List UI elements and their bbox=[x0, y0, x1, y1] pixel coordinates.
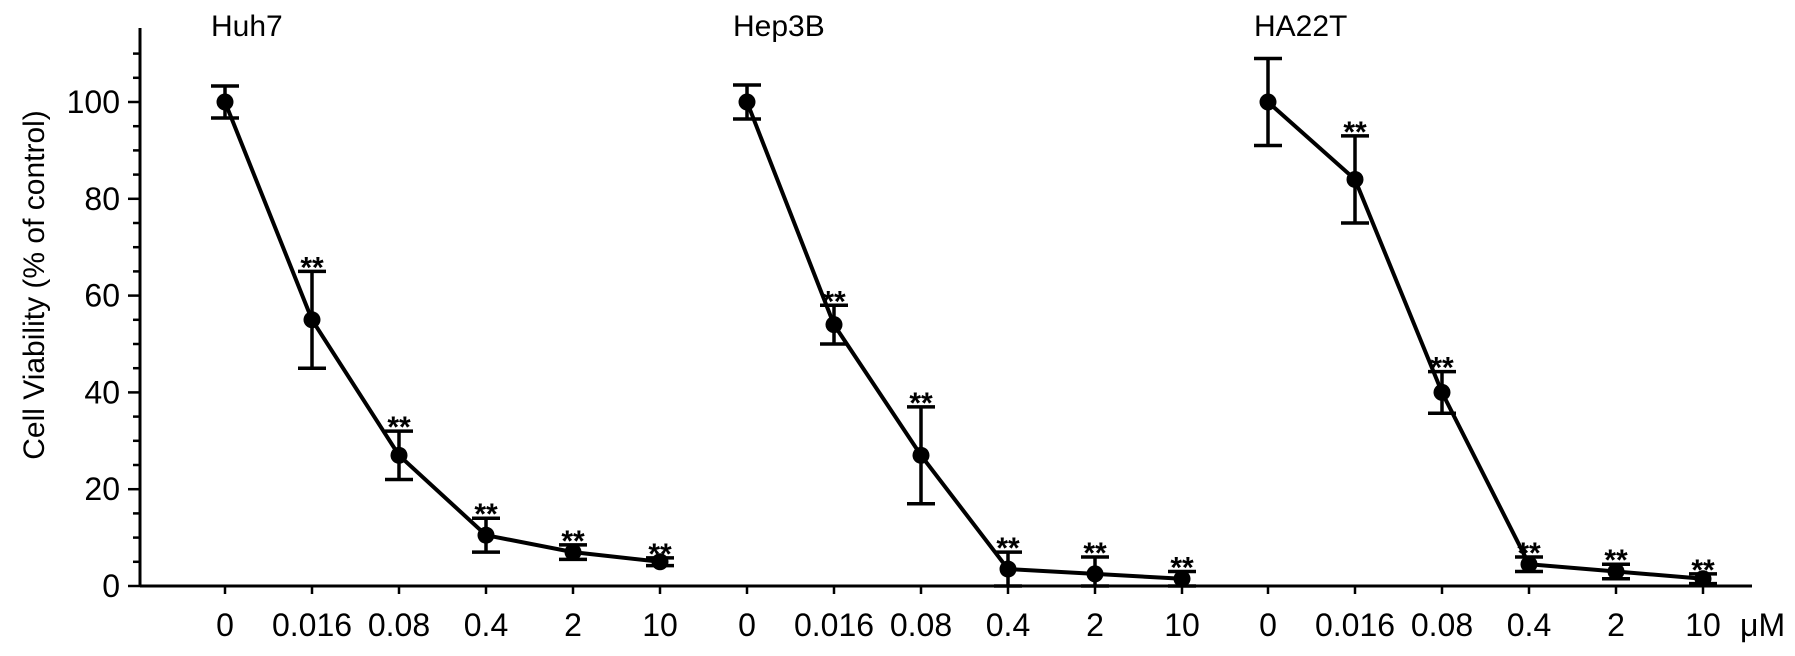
data-point bbox=[999, 560, 1017, 578]
significance-marker: ** bbox=[1170, 551, 1194, 584]
y-axis-label: Cell Viability (% of control) bbox=[18, 110, 51, 460]
series-line-ha22t bbox=[1266, 100, 1704, 581]
y-tick-label: 40 bbox=[84, 374, 120, 410]
x-tick-label: 0 bbox=[216, 607, 234, 643]
x-axis-unit: μM bbox=[1740, 607, 1785, 643]
significance-marker: ** bbox=[387, 411, 411, 444]
significance-marker: ** bbox=[648, 538, 672, 571]
x-tick-label: 2 bbox=[1086, 607, 1104, 643]
data-point bbox=[825, 316, 843, 334]
data-point bbox=[738, 93, 756, 111]
y-tick-label: 20 bbox=[84, 471, 120, 507]
panel-title-ha22t: HA22T bbox=[1254, 10, 1347, 43]
significance-marker: ** bbox=[1691, 554, 1715, 587]
data-point bbox=[564, 543, 582, 561]
x-tick-label: 0.4 bbox=[1507, 607, 1551, 643]
data-point bbox=[216, 93, 234, 111]
significance-marker: ** bbox=[1430, 352, 1454, 385]
y-tick-label: 80 bbox=[84, 181, 120, 217]
significance-marker: ** bbox=[822, 285, 846, 318]
data-point bbox=[1694, 570, 1712, 588]
significance-marker: ** bbox=[1083, 537, 1107, 570]
data-point bbox=[477, 526, 495, 544]
x-tick-label: 2 bbox=[564, 607, 582, 643]
data-point bbox=[1086, 565, 1104, 583]
series-line-hep3b bbox=[745, 101, 1183, 581]
significance-marker: ** bbox=[300, 251, 324, 284]
significance-marker: ** bbox=[909, 387, 933, 420]
x-tick-label: 0.016 bbox=[272, 607, 352, 643]
significance-marker: ** bbox=[1604, 544, 1628, 577]
significance-marker: ** bbox=[1517, 537, 1541, 570]
significance-marker: ** bbox=[996, 532, 1020, 565]
significance-marker: ** bbox=[561, 525, 585, 558]
significance-marker: ** bbox=[474, 498, 498, 531]
data-point bbox=[390, 446, 408, 464]
data-point bbox=[1259, 93, 1277, 111]
x-tick-label: 0 bbox=[1259, 607, 1277, 643]
x-tick-label: 0.4 bbox=[986, 607, 1030, 643]
x-tick-label: 0.08 bbox=[1411, 607, 1473, 643]
series-line-huh7 bbox=[223, 101, 661, 564]
panel-title-huh7: Huh7 bbox=[211, 10, 283, 43]
x-tick-label: 10 bbox=[642, 607, 678, 643]
data-point bbox=[912, 446, 930, 464]
data-point bbox=[651, 553, 669, 571]
data-point bbox=[1173, 570, 1191, 588]
data-point bbox=[303, 311, 321, 329]
x-tick-label: 0.016 bbox=[794, 607, 874, 643]
x-tick-label: 10 bbox=[1685, 607, 1721, 643]
y-tick-label: 60 bbox=[84, 278, 120, 314]
y-tick-label: 0 bbox=[102, 568, 120, 604]
x-tick-label: 0.08 bbox=[890, 607, 952, 643]
x-tick-label: 0.08 bbox=[368, 607, 430, 643]
data-point bbox=[1607, 562, 1625, 580]
y-tick-label: 100 bbox=[67, 84, 120, 120]
x-tick-label: 0.016 bbox=[1315, 607, 1395, 643]
x-tick-label: 0.4 bbox=[464, 607, 508, 643]
significance-marker: ** bbox=[1343, 116, 1367, 149]
x-tick-label: 2 bbox=[1607, 607, 1625, 643]
data-point bbox=[1346, 170, 1364, 188]
x-tick-label: 10 bbox=[1164, 607, 1200, 643]
x-tick-label: 0 bbox=[738, 607, 756, 643]
data-point bbox=[1433, 383, 1451, 401]
data-point bbox=[1520, 555, 1538, 573]
panel-title-hep3b: Hep3B bbox=[733, 10, 825, 43]
